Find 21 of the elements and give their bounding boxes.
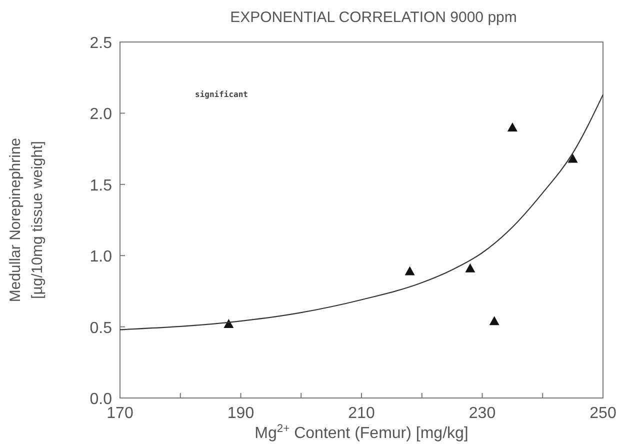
x-tick-label: 250 — [590, 405, 616, 422]
y-axis-title: Medullar Norepinephrine [µg/10mg tissue weight] — [7, 138, 46, 302]
x-axis-title: Mg$^{2+}$ Content (Femur) [mg/kg] — [254, 423, 468, 442]
x-tick-label: 230 — [468, 405, 496, 422]
point — [224, 318, 234, 328]
x-tick-label: 170 — [106, 405, 134, 422]
y-tick-label: 2.5 — [90, 35, 112, 52]
y-tick-label: 0.0 — [90, 391, 112, 408]
y-tick-label: 2.0 — [90, 106, 112, 124]
annotation: significant — [195, 90, 248, 99]
point — [568, 154, 578, 163]
y-tick-label: 0.5 — [90, 320, 112, 337]
point — [489, 316, 500, 326]
x-tick-label: 190 — [227, 405, 254, 422]
point — [404, 266, 415, 276]
y-tick-label: 1.0 — [90, 248, 112, 266]
point — [465, 263, 476, 272]
chart-title: EXPONENTIAL CORRELATION 9000 ppm — [230, 9, 517, 26]
x-tick-label: 210 — [348, 405, 375, 422]
point — [507, 122, 518, 132]
y-tick-label: 1.5 — [90, 177, 112, 194]
